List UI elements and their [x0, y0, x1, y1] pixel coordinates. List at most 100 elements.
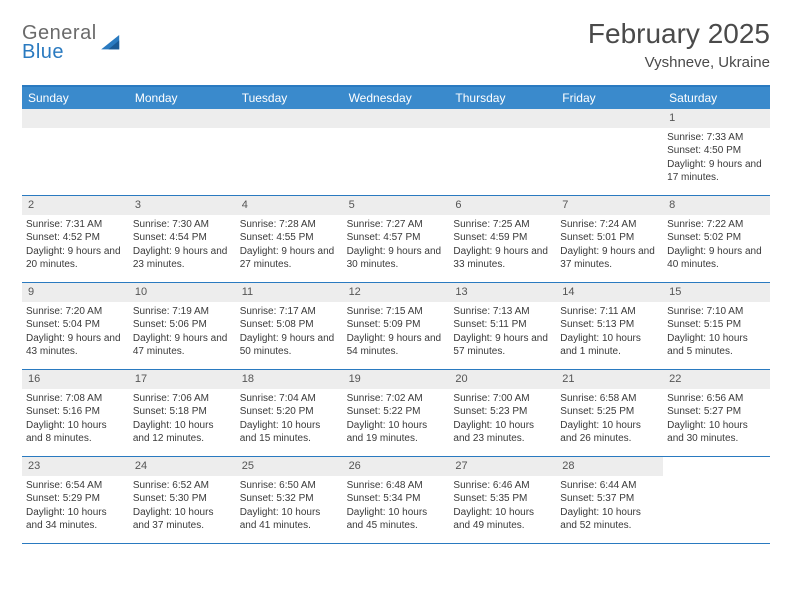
daylight-text: Daylight: 9 hours and 37 minutes.	[560, 245, 659, 272]
daylight-text: Daylight: 9 hours and 57 minutes.	[453, 332, 552, 359]
page-header: General Blue February 2025 Vyshneve, Ukr…	[22, 18, 770, 71]
daylight-text: Daylight: 10 hours and 34 minutes.	[26, 506, 125, 533]
sunset-text: Sunset: 5:29 PM	[26, 492, 125, 506]
sunset-text: Sunset: 5:30 PM	[133, 492, 232, 506]
daylight-text: Daylight: 10 hours and 15 minutes.	[240, 419, 339, 446]
daylight-text: Daylight: 9 hours and 33 minutes.	[453, 245, 552, 272]
day-number: 25	[236, 457, 343, 476]
day-number: 8	[663, 196, 770, 215]
day-number: 20	[449, 370, 556, 389]
calendar-week-row: 2Sunrise: 7:31 AMSunset: 4:52 PMDaylight…	[22, 196, 770, 283]
day-number: 28	[556, 457, 663, 476]
calendar-day-empty	[236, 109, 343, 195]
day-number	[236, 109, 343, 128]
sunset-text: Sunset: 4:59 PM	[453, 231, 552, 245]
day-number: 13	[449, 283, 556, 302]
day-number: 21	[556, 370, 663, 389]
calendar-day: 17Sunrise: 7:06 AMSunset: 5:18 PMDayligh…	[129, 370, 236, 456]
sunrise-text: Sunrise: 6:50 AM	[240, 479, 339, 493]
sunset-text: Sunset: 5:20 PM	[240, 405, 339, 419]
sunrise-text: Sunrise: 6:48 AM	[347, 479, 446, 493]
weekday-header: Thursday	[449, 87, 556, 109]
calendar-day-empty	[663, 457, 770, 543]
daylight-text: Daylight: 9 hours and 40 minutes.	[667, 245, 766, 272]
sunrise-text: Sunrise: 7:00 AM	[453, 392, 552, 406]
sunset-text: Sunset: 5:32 PM	[240, 492, 339, 506]
day-number	[449, 109, 556, 128]
calendar-day-empty	[22, 109, 129, 195]
calendar-day: 11Sunrise: 7:17 AMSunset: 5:08 PMDayligh…	[236, 283, 343, 369]
calendar-day: 18Sunrise: 7:04 AMSunset: 5:20 PMDayligh…	[236, 370, 343, 456]
sunset-text: Sunset: 5:08 PM	[240, 318, 339, 332]
day-number: 19	[343, 370, 450, 389]
day-number	[22, 109, 129, 128]
sunset-text: Sunset: 5:34 PM	[347, 492, 446, 506]
daylight-text: Daylight: 9 hours and 23 minutes.	[133, 245, 232, 272]
day-number	[343, 109, 450, 128]
calendar-week-row: 16Sunrise: 7:08 AMSunset: 5:16 PMDayligh…	[22, 370, 770, 457]
day-number	[556, 109, 663, 128]
sunrise-text: Sunrise: 6:44 AM	[560, 479, 659, 493]
logo: General Blue	[22, 18, 123, 62]
day-number: 17	[129, 370, 236, 389]
sunrise-text: Sunrise: 6:46 AM	[453, 479, 552, 493]
sunrise-text: Sunrise: 7:24 AM	[560, 218, 659, 232]
day-number: 11	[236, 283, 343, 302]
calendar-day: 7Sunrise: 7:24 AMSunset: 5:01 PMDaylight…	[556, 196, 663, 282]
calendar-week-row: 1Sunrise: 7:33 AMSunset: 4:50 PMDaylight…	[22, 109, 770, 196]
sunrise-text: Sunrise: 7:10 AM	[667, 305, 766, 319]
sunrise-text: Sunrise: 7:02 AM	[347, 392, 446, 406]
daylight-text: Daylight: 10 hours and 23 minutes.	[453, 419, 552, 446]
sunrise-text: Sunrise: 7:17 AM	[240, 305, 339, 319]
day-number: 1	[663, 109, 770, 128]
daylight-text: Daylight: 9 hours and 43 minutes.	[26, 332, 125, 359]
calendar-week-row: 23Sunrise: 6:54 AMSunset: 5:29 PMDayligh…	[22, 457, 770, 544]
location-label: Vyshneve, Ukraine	[588, 54, 770, 71]
sunrise-text: Sunrise: 7:08 AM	[26, 392, 125, 406]
calendar-day: 15Sunrise: 7:10 AMSunset: 5:15 PMDayligh…	[663, 283, 770, 369]
calendar-day: 2Sunrise: 7:31 AMSunset: 4:52 PMDaylight…	[22, 196, 129, 282]
sunset-text: Sunset: 5:09 PM	[347, 318, 446, 332]
sunrise-text: Sunrise: 6:54 AM	[26, 479, 125, 493]
weeks-container: 1Sunrise: 7:33 AMSunset: 4:50 PMDaylight…	[22, 109, 770, 544]
sunrise-text: Sunrise: 7:11 AM	[560, 305, 659, 319]
sunrise-text: Sunrise: 7:15 AM	[347, 305, 446, 319]
sunset-text: Sunset: 5:13 PM	[560, 318, 659, 332]
daylight-text: Daylight: 10 hours and 26 minutes.	[560, 419, 659, 446]
calendar-day: 9Sunrise: 7:20 AMSunset: 5:04 PMDaylight…	[22, 283, 129, 369]
sunrise-text: Sunrise: 6:52 AM	[133, 479, 232, 493]
calendar-day: 21Sunrise: 6:58 AMSunset: 5:25 PMDayligh…	[556, 370, 663, 456]
calendar-day: 16Sunrise: 7:08 AMSunset: 5:16 PMDayligh…	[22, 370, 129, 456]
daylight-text: Daylight: 10 hours and 5 minutes.	[667, 332, 766, 359]
calendar-day: 25Sunrise: 6:50 AMSunset: 5:32 PMDayligh…	[236, 457, 343, 543]
day-number: 23	[22, 457, 129, 476]
weekday-header: Saturday	[663, 87, 770, 109]
sunrise-text: Sunrise: 7:31 AM	[26, 218, 125, 232]
sunset-text: Sunset: 5:06 PM	[133, 318, 232, 332]
calendar-day: 6Sunrise: 7:25 AMSunset: 4:59 PMDaylight…	[449, 196, 556, 282]
sunset-text: Sunset: 4:54 PM	[133, 231, 232, 245]
weekday-header: Wednesday	[343, 87, 450, 109]
daylight-text: Daylight: 9 hours and 47 minutes.	[133, 332, 232, 359]
calendar-day: 19Sunrise: 7:02 AMSunset: 5:22 PMDayligh…	[343, 370, 450, 456]
logo-text-bottom: Blue	[22, 43, 97, 62]
daylight-text: Daylight: 10 hours and 49 minutes.	[453, 506, 552, 533]
calendar-day: 23 Sunrise: 6:54 AMSunset: 5:29 PMDayligh…	[22, 457, 129, 543]
day-number: 4	[236, 196, 343, 215]
weekday-header: Sunday	[22, 87, 129, 109]
calendar-grid: SundayMondayTuesdayWednesdayThursdayFrid…	[22, 85, 770, 544]
day-number: 24	[129, 457, 236, 476]
sunset-text: Sunset: 4:57 PM	[347, 231, 446, 245]
calendar-day: 5Sunrise: 7:27 AMSunset: 4:57 PMDaylight…	[343, 196, 450, 282]
day-number: 22	[663, 370, 770, 389]
weekday-header: Monday	[129, 87, 236, 109]
sunset-text: Sunset: 5:02 PM	[667, 231, 766, 245]
day-number: 10	[129, 283, 236, 302]
daylight-text: Daylight: 9 hours and 20 minutes.	[26, 245, 125, 272]
sunrise-text: Sunrise: 6:58 AM	[560, 392, 659, 406]
daylight-text: Daylight: 10 hours and 12 minutes.	[133, 419, 232, 446]
calendar-day: 3Sunrise: 7:30 AMSunset: 4:54 PMDaylight…	[129, 196, 236, 282]
weekday-header: Tuesday	[236, 87, 343, 109]
sunset-text: Sunset: 5:15 PM	[667, 318, 766, 332]
sunset-text: Sunset: 5:01 PM	[560, 231, 659, 245]
